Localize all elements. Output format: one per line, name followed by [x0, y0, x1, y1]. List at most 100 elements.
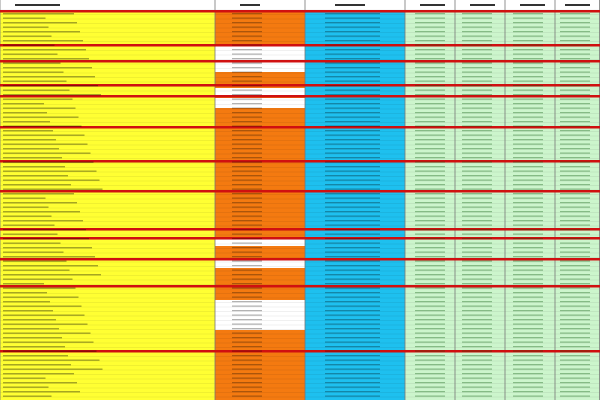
text-stripe — [462, 152, 492, 154]
text-stripe — [3, 224, 55, 226]
text-stripe — [560, 202, 590, 204]
text-stripe — [462, 170, 492, 172]
text-stripe — [3, 35, 52, 37]
text-stripe — [325, 238, 380, 240]
text-stripe — [513, 328, 543, 330]
text-stripe — [232, 179, 262, 181]
text-stripe — [415, 13, 445, 15]
text-stripe — [232, 373, 262, 375]
text-stripe — [415, 287, 445, 289]
text-stripe — [232, 193, 262, 195]
text-stripe — [513, 224, 543, 226]
text-stripe — [560, 323, 590, 325]
text-stripe — [325, 395, 380, 397]
text-stripe — [325, 116, 380, 118]
text-stripe — [3, 355, 68, 357]
text-stripe — [560, 134, 590, 136]
text-stripe — [560, 328, 590, 330]
section-bar — [0, 258, 600, 261]
text-stripe — [232, 143, 262, 145]
text-stripe — [560, 296, 590, 298]
text-stripe — [415, 382, 445, 384]
text-stripe — [3, 49, 86, 51]
text-stripe — [325, 85, 380, 87]
text-stripe — [513, 67, 543, 69]
text-stripe — [415, 134, 445, 136]
text-stripe — [3, 170, 97, 172]
text-stripe — [462, 107, 492, 109]
text-stripe — [325, 341, 380, 343]
text-stripe — [325, 112, 380, 114]
text-stripe — [415, 274, 445, 276]
text-stripe — [3, 125, 82, 127]
text-stripe — [325, 197, 380, 199]
text-stripe — [560, 166, 590, 168]
text-stripe — [3, 157, 62, 159]
text-stripe — [513, 215, 543, 217]
text-stripe — [513, 251, 543, 253]
text-stripe — [415, 373, 445, 375]
text-stripe — [560, 220, 590, 222]
text-stripe — [3, 377, 46, 379]
text-stripe — [3, 287, 76, 289]
text-stripe — [232, 287, 262, 289]
text-stripe — [232, 53, 262, 55]
text-stripe — [325, 206, 380, 208]
text-stripe — [415, 283, 445, 285]
text-stripe — [513, 332, 543, 334]
text-stripe — [3, 85, 98, 87]
text-stripe — [560, 265, 590, 267]
text-stripe — [462, 49, 492, 51]
text-stripe — [232, 355, 262, 357]
text-stripe — [560, 130, 590, 132]
text-stripe — [232, 278, 262, 280]
text-stripe — [462, 265, 492, 267]
text-stripe — [232, 116, 262, 118]
text-stripe — [560, 355, 590, 357]
text-stripe — [415, 53, 445, 55]
text-stripe — [325, 22, 380, 24]
text-stripe — [415, 301, 445, 303]
text-stripe — [462, 220, 492, 222]
text-stripe — [462, 350, 492, 352]
text-stripe — [232, 341, 262, 343]
text-stripe — [513, 170, 543, 172]
text-stripe — [325, 355, 380, 357]
text-stripe — [325, 80, 380, 82]
text-stripe — [513, 229, 543, 231]
text-stripe — [513, 76, 543, 78]
text-stripe — [325, 229, 380, 231]
text-stripe — [462, 116, 492, 118]
text-stripe — [513, 278, 543, 280]
text-stripe — [415, 125, 445, 127]
text-stripe — [3, 107, 76, 109]
header-stripe — [565, 4, 590, 6]
text-stripe — [3, 139, 56, 141]
text-stripe — [3, 256, 95, 258]
text-stripe — [560, 157, 590, 159]
text-stripe — [415, 314, 445, 316]
text-stripe — [415, 76, 445, 78]
text-stripe — [560, 197, 590, 199]
text-stripe — [513, 125, 543, 127]
text-stripe — [3, 350, 97, 352]
text-stripe — [560, 359, 590, 361]
text-stripe — [415, 67, 445, 69]
text-stripe — [560, 224, 590, 226]
text-stripe — [3, 184, 71, 186]
text-stripe — [462, 355, 492, 357]
text-stripe — [513, 161, 543, 163]
text-stripe — [415, 242, 445, 244]
text-stripe — [560, 152, 590, 154]
text-stripe — [415, 161, 445, 163]
text-stripe — [560, 44, 590, 46]
text-stripe — [232, 121, 262, 123]
section-bar — [0, 44, 600, 47]
text-stripe — [560, 35, 590, 37]
text-stripe — [415, 292, 445, 294]
blank-cells — [215, 45, 305, 60]
text-stripe — [325, 211, 380, 213]
text-stripe — [232, 350, 262, 352]
text-stripe — [513, 382, 543, 384]
